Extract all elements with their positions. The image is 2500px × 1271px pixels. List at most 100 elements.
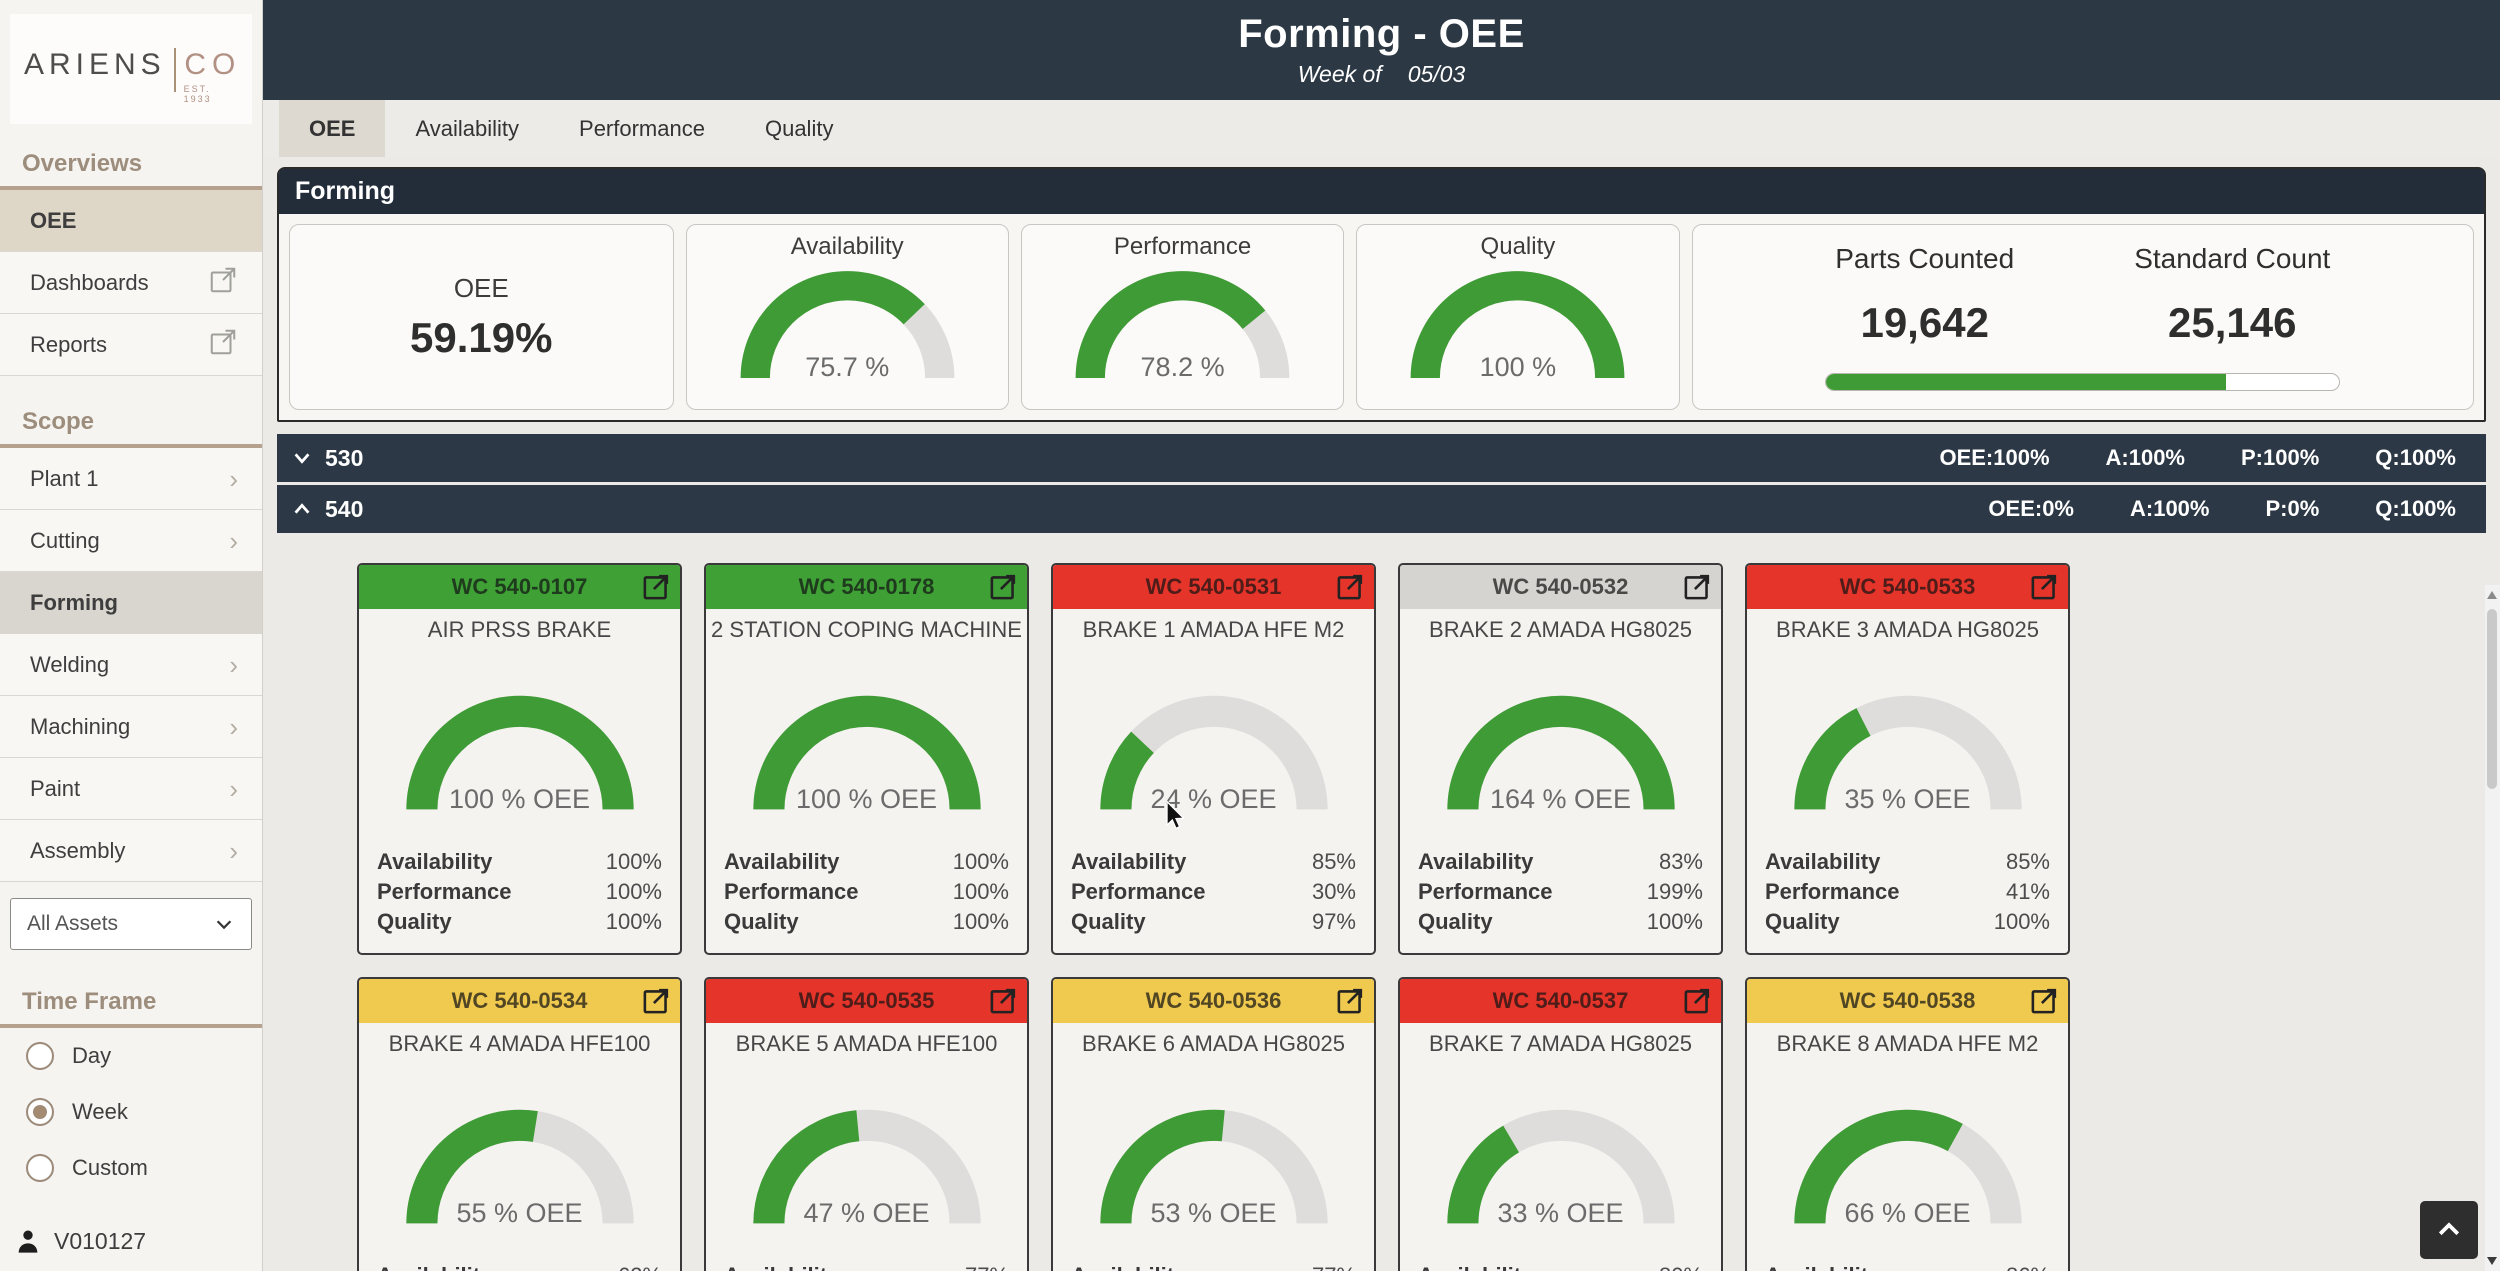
machine-wc-number: WC 540-0534 (451, 988, 588, 1013)
chevron-right-icon: › (229, 649, 238, 680)
machine-card[interactable]: WC 540-0535 BRAKE 5 AMADA HFE100 47 % OE… (704, 977, 1029, 1271)
metric-value: 100% (1646, 909, 1703, 934)
external-link-icon[interactable] (641, 985, 672, 1021)
machine-card[interactable]: WC 540-0178 2 STATION COPING MACHINE 100… (704, 563, 1029, 955)
sidebar-item-forming[interactable]: Forming (0, 572, 262, 634)
external-link-icon[interactable] (1335, 985, 1366, 1021)
machine-metrics: Availability 83% Performance 199% Quality 100… (1400, 847, 1721, 937)
radio-icon (26, 1154, 54, 1182)
subtitle-prefix: Week of (1297, 61, 1382, 87)
machine-card-header: WC 540-0537 (1400, 979, 1721, 1023)
radio-day[interactable]: Day (0, 1028, 262, 1084)
machine-card[interactable]: WC 540-0532 BRAKE 2 AMADA HG8025 164 % O… (1398, 563, 1723, 955)
sidebar-item-welding[interactable]: Welding › (0, 634, 262, 696)
parts-progress-fill (1826, 374, 2227, 390)
scrollbar-down-arrow[interactable] (2487, 1257, 2497, 1265)
machine-name: BRAKE 3 AMADA HG8025 (1776, 617, 2039, 642)
machine-oee-gauge: 33 % OEE (1441, 1099, 1681, 1233)
tab-quality[interactable]: Quality (764, 115, 834, 141)
tab-performance[interactable]: Performance (579, 115, 705, 141)
scrollbar-thumb[interactable] (2487, 609, 2497, 789)
kpi-row: OEE 59.19% Availability 75.7 % (279, 214, 2484, 420)
external-link-icon[interactable] (1335, 571, 1366, 607)
machine-card[interactable]: WC 540-0107 AIR PRSS BRAKE 100 % OEE Ava… (357, 563, 682, 955)
metric-label: Availability (1418, 1261, 1533, 1271)
scrollbar-up-arrow[interactable] (2487, 591, 2497, 599)
machine-card[interactable]: WC 540-0537 BRAKE 7 AMADA HG8025 33 % OE… (1398, 977, 1723, 1271)
external-link-icon[interactable] (1682, 571, 1713, 607)
group-bar-530[interactable]: 530 OEE:100% A:100% P:100% Q:100% (277, 434, 2486, 482)
machine-metrics: Availability 77% (706, 1261, 1027, 1271)
machine-oee-gauge: 100 % OEE (400, 685, 640, 819)
group-stat-p: P:0% (2265, 496, 2320, 521)
machine-card-header: WC 540-0536 (1053, 979, 1374, 1023)
metric-label: Availability (1765, 849, 1881, 874)
metric-label: Performance (377, 879, 512, 904)
group-bar-540[interactable]: 540 OEE:0% A:100% P:0% Q:100% (277, 485, 2486, 533)
machine-card-header: WC 540-0107 (359, 565, 680, 609)
machine-card[interactable]: WC 540-0538 BRAKE 8 AMADA HFE M2 66 % OE… (1745, 977, 2070, 1271)
radio-week[interactable]: Week (0, 1084, 262, 1140)
machine-oee-text: 164 % OEE (1489, 784, 1632, 814)
metric-value: 100% (605, 909, 662, 934)
machine-oee-text: 47 % OEE (803, 1198, 930, 1228)
sidebar-item-label: Cutting (30, 527, 100, 553)
metric-value: 80% (1659, 1261, 1703, 1271)
sidebar-item-paint[interactable]: Paint › (0, 758, 262, 820)
logo-divider (173, 48, 176, 92)
machine-card[interactable]: WC 540-0536 BRAKE 6 AMADA HG8025 53 % OE… (1051, 977, 1376, 1271)
machine-card-header: WC 540-0535 (706, 979, 1027, 1023)
machine-oee-gauge: 66 % OEE (1788, 1099, 2028, 1233)
metric-row: Quality 97% (1071, 907, 1356, 937)
user-badge[interactable]: V010127 (0, 1227, 262, 1271)
machine-wc-number: WC 540-0538 (1839, 988, 1976, 1013)
chevron-right-icon: › (229, 835, 238, 866)
radio-custom[interactable]: Custom (0, 1140, 262, 1196)
sidebar-item-oee[interactable]: OEE (0, 190, 262, 252)
sidebar-item-plant1[interactable]: Plant 1 › (0, 448, 262, 510)
machine-wc-number: WC 540-0531 (1145, 574, 1282, 599)
metric-label: Availability (377, 1261, 492, 1271)
metric-row: Quality 100% (724, 907, 1009, 937)
quality-gauge: 100 % (1405, 261, 1630, 387)
vertical-scrollbar[interactable] (2485, 585, 2500, 1271)
sidebar-item-dashboards[interactable]: Dashboards (0, 252, 262, 314)
scroll-to-top-button[interactable] (2420, 1201, 2478, 1259)
metric-label: Performance (1418, 879, 1553, 904)
machine-metrics: Availability 100% Performance 100% Quality 10… (706, 847, 1027, 937)
sidebar-item-machining[interactable]: Machining › (0, 696, 262, 758)
external-link-icon[interactable] (2029, 985, 2060, 1021)
external-link-icon[interactable] (1682, 985, 1713, 1021)
machine-card[interactable]: WC 540-0531 BRAKE 1 AMADA HFE M2 24 % OE… (1051, 563, 1376, 955)
metric-value: 77% (965, 1261, 1009, 1271)
external-link-icon[interactable] (2029, 571, 2060, 607)
machine-card[interactable]: WC 540-0533 BRAKE 3 AMADA HG8025 35 % OE… (1745, 563, 2070, 955)
tab-oee[interactable]: OEE (279, 100, 386, 157)
machine-wc-number: WC 540-0537 (1492, 988, 1629, 1013)
tab-availability[interactable]: Availability (415, 115, 520, 141)
metric-label: Quality (377, 909, 452, 934)
sidebar-item-label: Dashboards (30, 269, 149, 295)
radio-icon-selected (26, 1098, 54, 1126)
machine-wc-number: WC 540-0536 (1145, 988, 1282, 1013)
machine-oee-text: 55 % OEE (456, 1198, 583, 1228)
sidebar-item-label: Plant 1 (30, 465, 99, 491)
metric-label: Availability (377, 849, 493, 874)
chevron-right-icon: › (229, 773, 238, 804)
sidebar-item-assembly[interactable]: Assembly › (0, 820, 262, 882)
external-link-icon[interactable] (641, 571, 672, 607)
external-link-icon[interactable] (988, 571, 1019, 607)
sidebar-item-reports[interactable]: Reports (0, 314, 262, 376)
asset-filter-select[interactable]: All Assets (10, 898, 252, 950)
metric-row: Performance 30% (1071, 877, 1356, 907)
sidebar-item-label: OEE (30, 207, 77, 233)
machine-card[interactable]: WC 540-0534 BRAKE 4 AMADA HFE100 55 % OE… (357, 977, 682, 1271)
chevron-down-icon (294, 453, 310, 464)
machine-grid: WC 540-0107 AIR PRSS BRAKE 100 % OEE Ava… (277, 533, 2486, 1271)
machine-oee-gauge: 100 % OEE (747, 685, 987, 819)
sidebar-item-cutting[interactable]: Cutting › (0, 510, 262, 572)
kpi-card-availability: Availability 75.7 % (685, 224, 1009, 410)
external-link-icon[interactable] (988, 985, 1019, 1021)
sidebar-item-label: Machining (30, 713, 131, 739)
